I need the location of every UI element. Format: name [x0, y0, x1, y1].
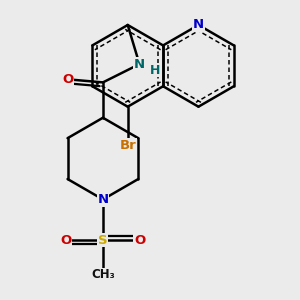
Text: N: N	[98, 193, 109, 206]
Text: O: O	[63, 73, 74, 86]
Text: CH₃: CH₃	[91, 268, 115, 281]
Text: N: N	[134, 58, 145, 70]
Text: S: S	[98, 234, 108, 247]
Text: N: N	[193, 19, 204, 32]
Text: H: H	[149, 64, 160, 77]
Text: Br: Br	[119, 139, 136, 152]
Text: O: O	[134, 234, 145, 247]
Text: O: O	[61, 234, 72, 247]
